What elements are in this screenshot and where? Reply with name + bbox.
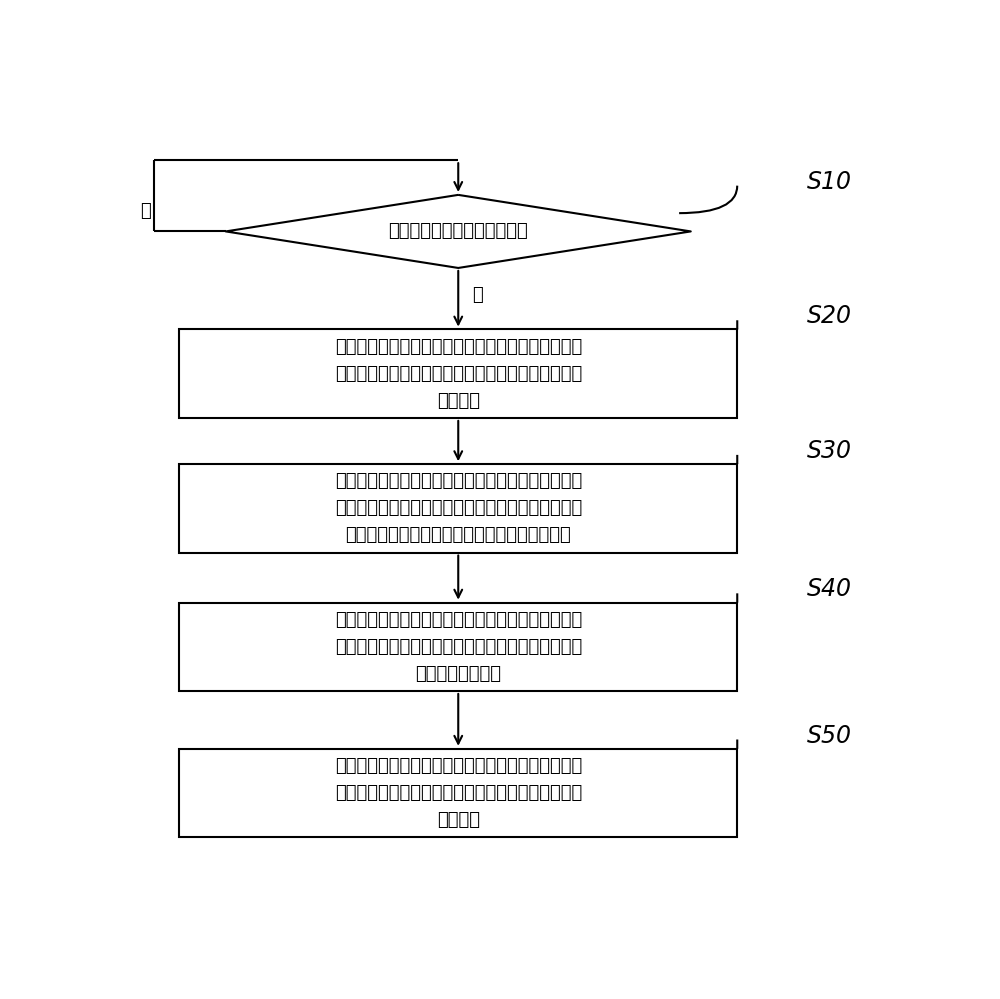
Bar: [179, 602, 737, 691]
Text: 否: 否: [140, 202, 151, 220]
Bar: [179, 748, 737, 837]
Text: 根据所述第一映射关系中的第一电消耗量和第一水消
耗量，计算并记录每个用户在所述相应时间段产生的
洗浴费用: 根据所述第一映射关系中的第一电消耗量和第一水消 耗量，计算并记录每个用户在所述相…: [335, 757, 582, 829]
Text: S30: S30: [807, 439, 852, 463]
Text: S10: S10: [807, 170, 852, 194]
Text: 根据所述洗浴请求中用户身份标识，建立所述用户身
份标识与所述第一电消耗量、第一水消耗量之间的映
射关系；将所述映射关系加入预设的洗浴数据库: 根据所述洗浴请求中用户身份标识，建立所述用户身 份标识与所述第一电消耗量、第一水…: [335, 473, 582, 544]
Text: 是: 是: [472, 286, 483, 304]
Text: S50: S50: [807, 723, 852, 747]
Text: 在时间点达到预设统计时间点时，从洗浴数据库中获
取自前一统计时间点至当前统计时间点相应时间段建
立的第一映射关系: 在时间点达到预设统计时间点时，从洗浴数据库中获 取自前一统计时间点至当前统计时间…: [335, 610, 582, 683]
Text: S40: S40: [807, 577, 852, 601]
Text: S20: S20: [807, 305, 852, 329]
Bar: [179, 465, 737, 552]
Text: 实时监测计算本次电消耗量和水消耗量，直至监听到
洗浴结束指令，得到本次洗浴的第一电消耗量和第一
水消耗量: 实时监测计算本次电消耗量和水消耗量，直至监听到 洗浴结束指令，得到本次洗浴的第一…: [335, 338, 582, 410]
Bar: [179, 330, 737, 418]
Text: 实时监听是否接收到洗浴请求: 实时监听是否接收到洗浴请求: [388, 223, 528, 241]
